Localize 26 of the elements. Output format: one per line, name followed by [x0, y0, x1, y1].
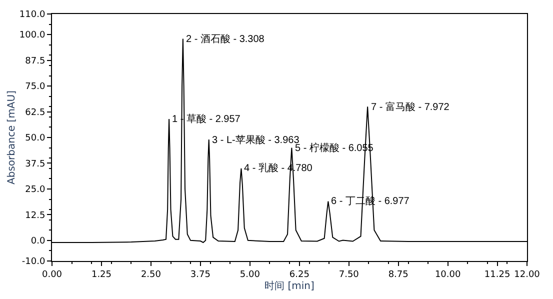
annotation: 2 - 酒石酸 - 3.308 — [186, 33, 265, 45]
y-tick-label: 62.5 — [25, 108, 46, 118]
y-tick-label: 0.0 — [30, 236, 46, 247]
x-tick-label: 8.75 — [388, 270, 408, 280]
x-axis-title: 时间 [min] — [264, 280, 315, 292]
x-tick-label: 1.25 — [91, 270, 112, 280]
x-tick-label: 0.00 — [42, 270, 62, 280]
y-tick-label: 100.0 — [19, 30, 46, 41]
y-tick-label: 87.5 — [25, 56, 46, 66]
y-tick-label: 12.5 — [25, 210, 46, 221]
x-tick-label: 12.00 — [514, 270, 540, 280]
y-tick-label: 75.0 — [25, 82, 46, 92]
x-tick-label: 11.25 — [484, 270, 510, 280]
x-tick-label: 6.25 — [289, 270, 310, 280]
y-axis-title: Absorbance [mAU] — [6, 90, 18, 184]
x-tick-label: 2.50 — [140, 270, 162, 280]
x-tick-label: 7.50 — [338, 270, 360, 280]
x-tick-label: 5.00 — [240, 270, 260, 280]
y-tick-label: -10.0 — [22, 257, 46, 268]
x-tick-label: 10.00 — [434, 270, 461, 280]
y-tick-label: 25.0 — [25, 185, 46, 196]
x-tick-label: 3.75 — [190, 270, 210, 280]
y-tick-label: 50.0 — [25, 134, 46, 144]
annotation: 7 - 富马酸 - 7.972 — [371, 101, 450, 113]
y-tick-label: 37.5 — [25, 159, 46, 170]
y-tick-label: 110.0 — [19, 10, 46, 20]
